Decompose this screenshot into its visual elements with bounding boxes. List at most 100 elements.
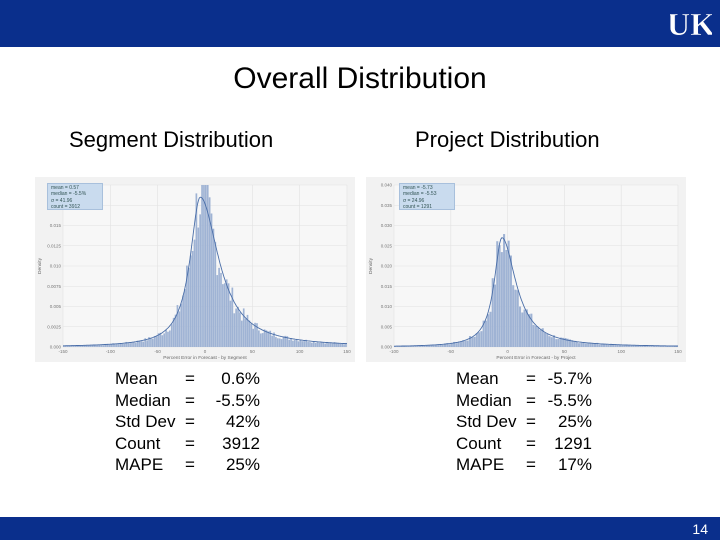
stat-sep: = — [526, 433, 536, 453]
histogram-bar — [575, 341, 578, 347]
histogram-bar — [425, 345, 428, 347]
histogram-bar — [163, 333, 166, 347]
histogram-bar — [484, 320, 487, 347]
histogram-bar — [299, 340, 302, 347]
histogram-bar — [309, 342, 311, 347]
x-tick-label: -100 — [389, 349, 399, 354]
density-curve — [63, 196, 347, 347]
histogram-bar — [450, 343, 453, 347]
histogram-bar — [564, 338, 567, 347]
y-tick-label: 0.020 — [381, 264, 393, 269]
histogram-bar — [244, 318, 247, 347]
histogram-bar — [81, 345, 84, 347]
x-tick-label: 150 — [343, 349, 351, 354]
histogram-bar — [100, 345, 103, 347]
slide-title: Overall Distribution — [233, 62, 487, 95]
histogram-bar — [637, 345, 640, 347]
histogram-bar — [407, 346, 410, 347]
histogram-bar — [621, 345, 624, 347]
y-tick-label: 0.015 — [381, 284, 393, 289]
x-axis-label: Percent Error in Forecast - by Segment — [163, 355, 247, 361]
histogram-bar — [121, 343, 124, 347]
histogram-bar — [546, 334, 549, 347]
histogram-bar — [675, 346, 678, 347]
histogram-bar — [568, 339, 572, 347]
histogram-bar — [453, 341, 456, 347]
histogram-bar — [437, 344, 440, 347]
histogram-bar — [95, 345, 97, 347]
histogram-bar — [471, 337, 474, 347]
histogram-bar — [573, 340, 576, 347]
histogram-bar — [89, 345, 92, 347]
histogram-bar — [301, 341, 304, 347]
histogram-bar — [446, 343, 449, 347]
histogram-bar — [280, 339, 283, 347]
y-tick-label: 0.005 — [50, 304, 62, 309]
histogram-bar — [146, 340, 148, 347]
histogram-bar — [659, 345, 662, 347]
histogram-bar — [216, 275, 219, 347]
histogram-bar — [322, 342, 325, 347]
segment-subtitle: Segment Distribution — [69, 127, 274, 152]
histogram-bar — [271, 335, 273, 347]
histogram-bar — [248, 320, 251, 347]
histogram-bar — [493, 284, 497, 347]
y-tick-label: 0.000 — [50, 345, 62, 350]
histogram-bar — [157, 333, 160, 347]
stat-value: -5.7% — [547, 369, 592, 388]
stat-row: Mean = -5.7% — [456, 368, 592, 390]
histogram-bar — [278, 338, 281, 347]
project-histogram: 0.000 0.005 0.010 0.015 0.020 0.025 0.030 0.035… — [366, 177, 686, 362]
stat-sep: = — [526, 412, 536, 431]
legend-line: count = 1291 — [403, 203, 433, 210]
stat-row: MAPE = 17% — [456, 454, 592, 476]
histogram-bar — [648, 345, 651, 347]
histogram-bar — [261, 333, 264, 347]
histogram-bar — [208, 197, 211, 347]
histogram-bar — [468, 336, 472, 347]
histogram-bar — [666, 345, 669, 347]
y-axis-label: Density — [37, 257, 43, 274]
stat-row: Count = 1291 — [456, 433, 592, 455]
histogram-bar — [428, 345, 431, 347]
histogram-bar — [74, 345, 77, 347]
project-stats: Mean = -5.7% Median = -5.5% Std Dev = 25… — [456, 368, 592, 476]
histogram-bar — [475, 333, 478, 347]
histogram-bar — [587, 343, 590, 347]
histogram-bar — [116, 343, 118, 347]
stat-label: Std Dev — [456, 412, 517, 431]
histogram-bar — [455, 343, 458, 347]
histogram-bar — [167, 331, 169, 347]
stat-label: Std Dev — [115, 412, 176, 431]
histogram-bar — [430, 344, 433, 347]
histogram-bar — [521, 312, 524, 347]
histogram-bar — [657, 345, 660, 347]
histogram-bar — [106, 343, 109, 347]
legend-line: mean = 0.57 — [51, 185, 79, 191]
y-tick-label: 0.015 — [50, 223, 62, 228]
histogram-bar — [557, 339, 560, 347]
stat-sep: = — [185, 412, 195, 431]
histogram-bar — [628, 345, 631, 347]
histogram-bar — [487, 314, 490, 347]
stat-row: Mean = 0.6% — [115, 368, 260, 390]
stat-label: MAPE — [456, 455, 505, 474]
histogram-bar — [598, 344, 601, 347]
stat-sep: = — [185, 433, 195, 453]
histogram-bar — [489, 311, 492, 347]
histogram-bar — [618, 344, 621, 347]
histogram-bar — [593, 343, 597, 347]
stat-label: MAPE — [115, 455, 164, 474]
x-tick-label: 150 — [674, 349, 682, 354]
histogram-bar — [174, 314, 177, 347]
histogram-bar — [148, 337, 150, 347]
y-tick-label: 0.005 — [381, 324, 393, 329]
histogram-bar — [625, 344, 628, 347]
histogram-bar — [503, 234, 506, 347]
histogram-bar — [307, 342, 309, 347]
histogram-bar — [197, 227, 200, 347]
y-tick-label: 0.025 — [381, 243, 393, 248]
histogram-bar — [222, 284, 224, 347]
histogram-bar — [623, 344, 626, 347]
histogram-bar — [237, 306, 239, 347]
